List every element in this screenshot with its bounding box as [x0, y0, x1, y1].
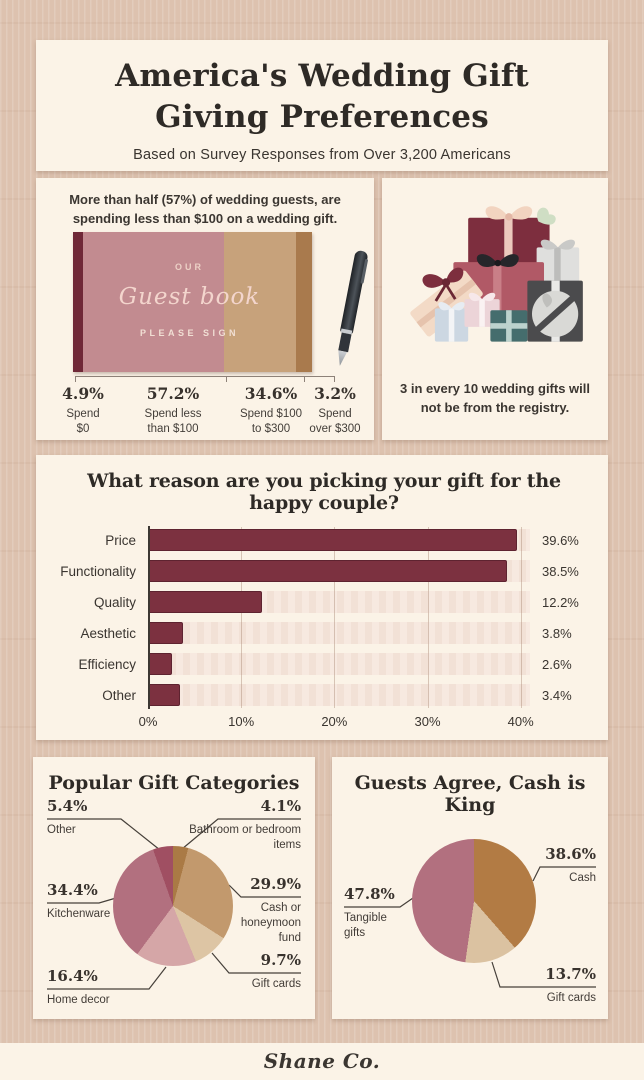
callout-cash: 38.6% Cash: [545, 845, 596, 884]
fountain-pen-illustration: [329, 249, 374, 373]
registry-panel: 3 in every 10 wedding gifts will not be …: [382, 178, 608, 440]
scale-bracket: [75, 376, 335, 382]
leader-lines: [47, 818, 301, 990]
gift-pile-illustration: [410, 206, 583, 342]
bar-row-quality: Quality 12.2%: [60, 591, 588, 613]
stat-spend-100-300: 34.6% Spend $100 to $300: [239, 384, 303, 435]
gridlines: [148, 527, 530, 708]
bar-row-price: Price 39.6%: [60, 529, 588, 551]
gift-categories-panel: Popular Gift Categories 5.4% Other 4.1% …: [33, 757, 315, 1019]
book-sign-label: PLEASE SIGN: [139, 328, 239, 338]
registry-caption: 3 in every 10 wedding gifts will not be …: [400, 381, 590, 416]
spend-intro-text: More than half (57%) of wedding guests, …: [69, 192, 341, 226]
cash-king-pie: [412, 839, 536, 963]
y-axis-line: [148, 526, 150, 709]
bar-price: [148, 529, 517, 551]
callout-gift-cards: 9.7% Gift cards: [251, 951, 301, 990]
book-cover-right: [224, 232, 296, 372]
stat-spend-over-300: 3.2% Spend over $300: [309, 384, 361, 435]
bar-row-other: Other 3.4%: [60, 684, 588, 706]
gift-categories-pie: [113, 846, 233, 966]
page-subtitle: Based on Survey Responses from Over 3,20…: [133, 146, 511, 163]
callout-other: 5.4% Other: [47, 797, 88, 836]
bar-functionality: [148, 560, 507, 582]
footer-band: Shane Co.: [0, 1043, 644, 1080]
bar-row-functionality: Functionality 38.5%: [60, 560, 588, 582]
callout-tangible: 47.8% Tangible gifts: [344, 885, 395, 939]
spend-stats-row: 4.9% Spend $0 57.2% Spend less than $100…: [36, 384, 374, 436]
book-cover-left: [83, 232, 224, 372]
stat-spend-under-100: 57.2% Spend less than $100: [144, 384, 202, 435]
callout-gift-cards: 13.7% Gift cards: [545, 965, 596, 1004]
bar-chart-title: What reason are you picking your gift fo…: [87, 470, 561, 514]
callout-bathroom: 4.1% Bathroom or bedroom items: [189, 797, 301, 851]
guest-book-illustration: OUR Guest book PLEASE SIGN: [73, 232, 312, 372]
book-edge: [296, 232, 312, 372]
bar-aesthetic: [148, 622, 184, 644]
callout-home-decor: 16.4% Home decor: [47, 967, 110, 1006]
gift-categories-title: Popular Gift Categories: [48, 772, 300, 794]
spend-panel: More than half (57%) of wedding guests, …: [36, 178, 374, 440]
bar-efficiency: [148, 653, 173, 675]
brand-logo: Shane Co.: [263, 1049, 381, 1073]
bar-chart: Price 39.6% Functionality 38.5% Quality …: [60, 526, 588, 732]
cash-king-title: Guests Agree, Cash is King: [354, 772, 586, 816]
book-text: OUR Guest book PLEASE SIGN: [83, 232, 296, 372]
bar-row-efficiency: Efficiency 2.6%: [60, 653, 588, 675]
callout-cash-honeymoon: 29.9% Cash or honeymoon fund: [240, 875, 301, 944]
header-panel: America's Wedding Gift Giving Preference…: [36, 40, 608, 171]
cash-king-panel: Guests Agree, Cash is King 38.6% Cash 47…: [332, 757, 608, 1019]
book-our-label: OUR: [175, 262, 204, 272]
reason-chart-panel: What reason are you picking your gift fo…: [36, 455, 608, 740]
book-spine: [73, 232, 83, 372]
bar-row-aesthetic: Aesthetic 3.8%: [60, 622, 588, 644]
x-axis-labels: 0% 10% 20% 30% 40%: [138, 714, 534, 729]
stat-spend-0: 4.9% Spend $0: [62, 384, 104, 435]
leader-lines: [344, 866, 596, 988]
bar-other: [148, 684, 180, 706]
callout-kitchenware: 34.4% Kitchenware: [47, 881, 111, 920]
bar-quality: [148, 591, 262, 613]
page-title: America's Wedding Gift Giving Preference…: [115, 58, 529, 135]
book-script-label: Guest book: [118, 284, 261, 310]
